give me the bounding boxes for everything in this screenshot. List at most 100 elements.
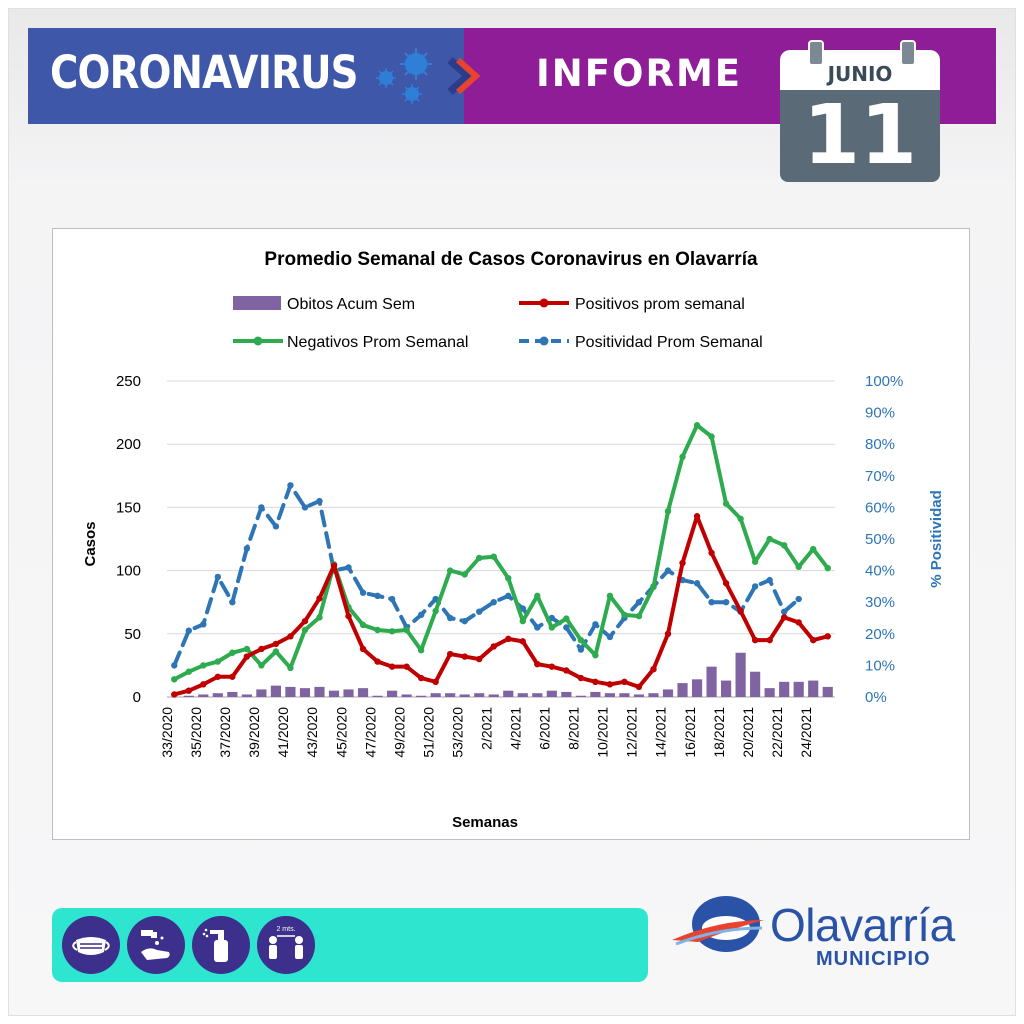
point-negativos	[432, 607, 439, 615]
bar-obitos	[227, 691, 238, 697]
point-positividad	[664, 567, 672, 574]
point-positivos	[229, 673, 236, 680]
point-positividad	[446, 614, 454, 622]
point-negativos	[461, 571, 468, 578]
virus-icon	[376, 48, 432, 104]
chart-legend: Obitos Acum Sem Positivos prom semanal N…	[233, 296, 763, 351]
point-positividad	[185, 627, 192, 634]
y2-tick-label: 70%	[865, 468, 895, 485]
point-positivos	[606, 681, 614, 688]
point-positivos	[272, 640, 280, 648]
point-positividad	[214, 573, 222, 581]
point-negativos	[200, 662, 207, 669]
bar-obitos	[474, 693, 485, 697]
chart-title: Promedio Semanal de Casos Coronavirus en…	[264, 249, 758, 270]
point-negativos	[534, 592, 541, 600]
series-line-negativos	[172, 423, 830, 682]
bar-obitos	[546, 690, 557, 697]
sanitizer-spray-icon	[192, 916, 250, 974]
x-tick-label: 22/2021	[769, 707, 785, 758]
y2-tick-label: 30%	[865, 594, 895, 611]
point-positivos	[534, 660, 541, 668]
y2-tick-label: 50%	[865, 531, 895, 548]
y-tick-label: 100	[116, 563, 141, 580]
point-positivos	[330, 562, 338, 569]
series-obitos-bars	[183, 652, 833, 697]
point-negativos	[243, 645, 251, 653]
bar-obitos	[357, 688, 369, 697]
point-positivos	[810, 636, 817, 644]
point-positivos	[417, 674, 425, 682]
calendar-badge: JUNIO 11	[780, 40, 940, 183]
bar-obitos	[604, 693, 615, 697]
chart: Promedio Semanal de Casos Coronavirus en…	[82, 249, 945, 831]
point-negativos	[635, 612, 643, 620]
point-negativos	[214, 658, 222, 665]
point-negativos	[810, 545, 817, 553]
point-positividad	[374, 592, 381, 600]
legend-label-obitos: Obitos Acum Sem	[287, 296, 415, 313]
point-negativos	[505, 574, 512, 582]
x-tick-label: 35/2020	[188, 707, 204, 758]
point-positivos	[243, 653, 251, 660]
point-negativos	[388, 628, 396, 635]
calendar-ring-right	[900, 40, 916, 66]
point-positivos	[795, 619, 802, 626]
bar-obitos	[575, 695, 586, 697]
point-positivos	[780, 614, 788, 621]
legend-marker-positivos	[539, 298, 549, 308]
point-negativos	[606, 592, 614, 600]
bar-obitos	[401, 694, 412, 697]
distance-label: 2 mts.	[276, 926, 295, 933]
point-negativos	[737, 515, 744, 522]
y2-axis-label: % Positividad	[928, 490, 945, 588]
point-positividad	[287, 482, 294, 489]
point-negativos	[316, 614, 323, 621]
point-negativos	[374, 626, 381, 634]
point-positivos	[345, 612, 352, 620]
point-positividad	[780, 608, 788, 615]
x-tick-label: 2/2021	[478, 707, 494, 750]
point-positivos	[693, 513, 701, 520]
point-positivos	[519, 638, 526, 645]
bar-obitos	[270, 685, 281, 697]
x-tick-label: 4/2021	[508, 707, 524, 750]
bar-obitos	[256, 689, 267, 697]
bar-obitos	[488, 694, 499, 697]
point-negativos	[403, 626, 410, 634]
point-positivos	[737, 607, 744, 615]
x-tick-label: 37/2020	[217, 707, 233, 758]
point-positividad	[461, 617, 468, 625]
point-positivos	[185, 687, 192, 694]
point-negativos	[780, 542, 788, 549]
legend-marker-negativos	[253, 336, 263, 346]
point-positivos	[708, 549, 715, 557]
point-positividad	[577, 646, 585, 653]
x-tick-label: 20/2021	[740, 707, 756, 758]
point-negativos	[693, 422, 701, 429]
y-axis-left-ticks: 0 50 100 150 200 250	[116, 373, 141, 706]
point-positividad	[345, 564, 352, 571]
legend-label-negativos: Negativos Prom Semanal	[287, 334, 468, 351]
point-negativos	[229, 649, 236, 656]
point-positivos	[824, 633, 831, 640]
point-negativos	[766, 535, 773, 543]
bar-obitos	[691, 679, 703, 697]
legend-label-positividad: Positividad Prom Semanal	[575, 334, 763, 351]
point-positivos	[722, 580, 730, 587]
calendar-body	[780, 90, 940, 182]
point-positividad	[258, 504, 265, 511]
y2-tick-label: 80%	[865, 436, 895, 453]
point-positivos	[621, 678, 628, 686]
y2-tick-label: 0%	[865, 689, 887, 706]
point-negativos	[490, 553, 497, 560]
bar-obitos	[779, 681, 790, 697]
point-positivos	[679, 559, 686, 567]
bar-obitos	[764, 688, 775, 697]
point-negativos	[359, 621, 367, 629]
point-positividad	[751, 583, 759, 590]
point-positivos	[751, 636, 759, 644]
x-axis-label: Semanas	[452, 814, 518, 831]
point-positivos	[388, 663, 396, 670]
bar-obitos	[372, 695, 383, 697]
